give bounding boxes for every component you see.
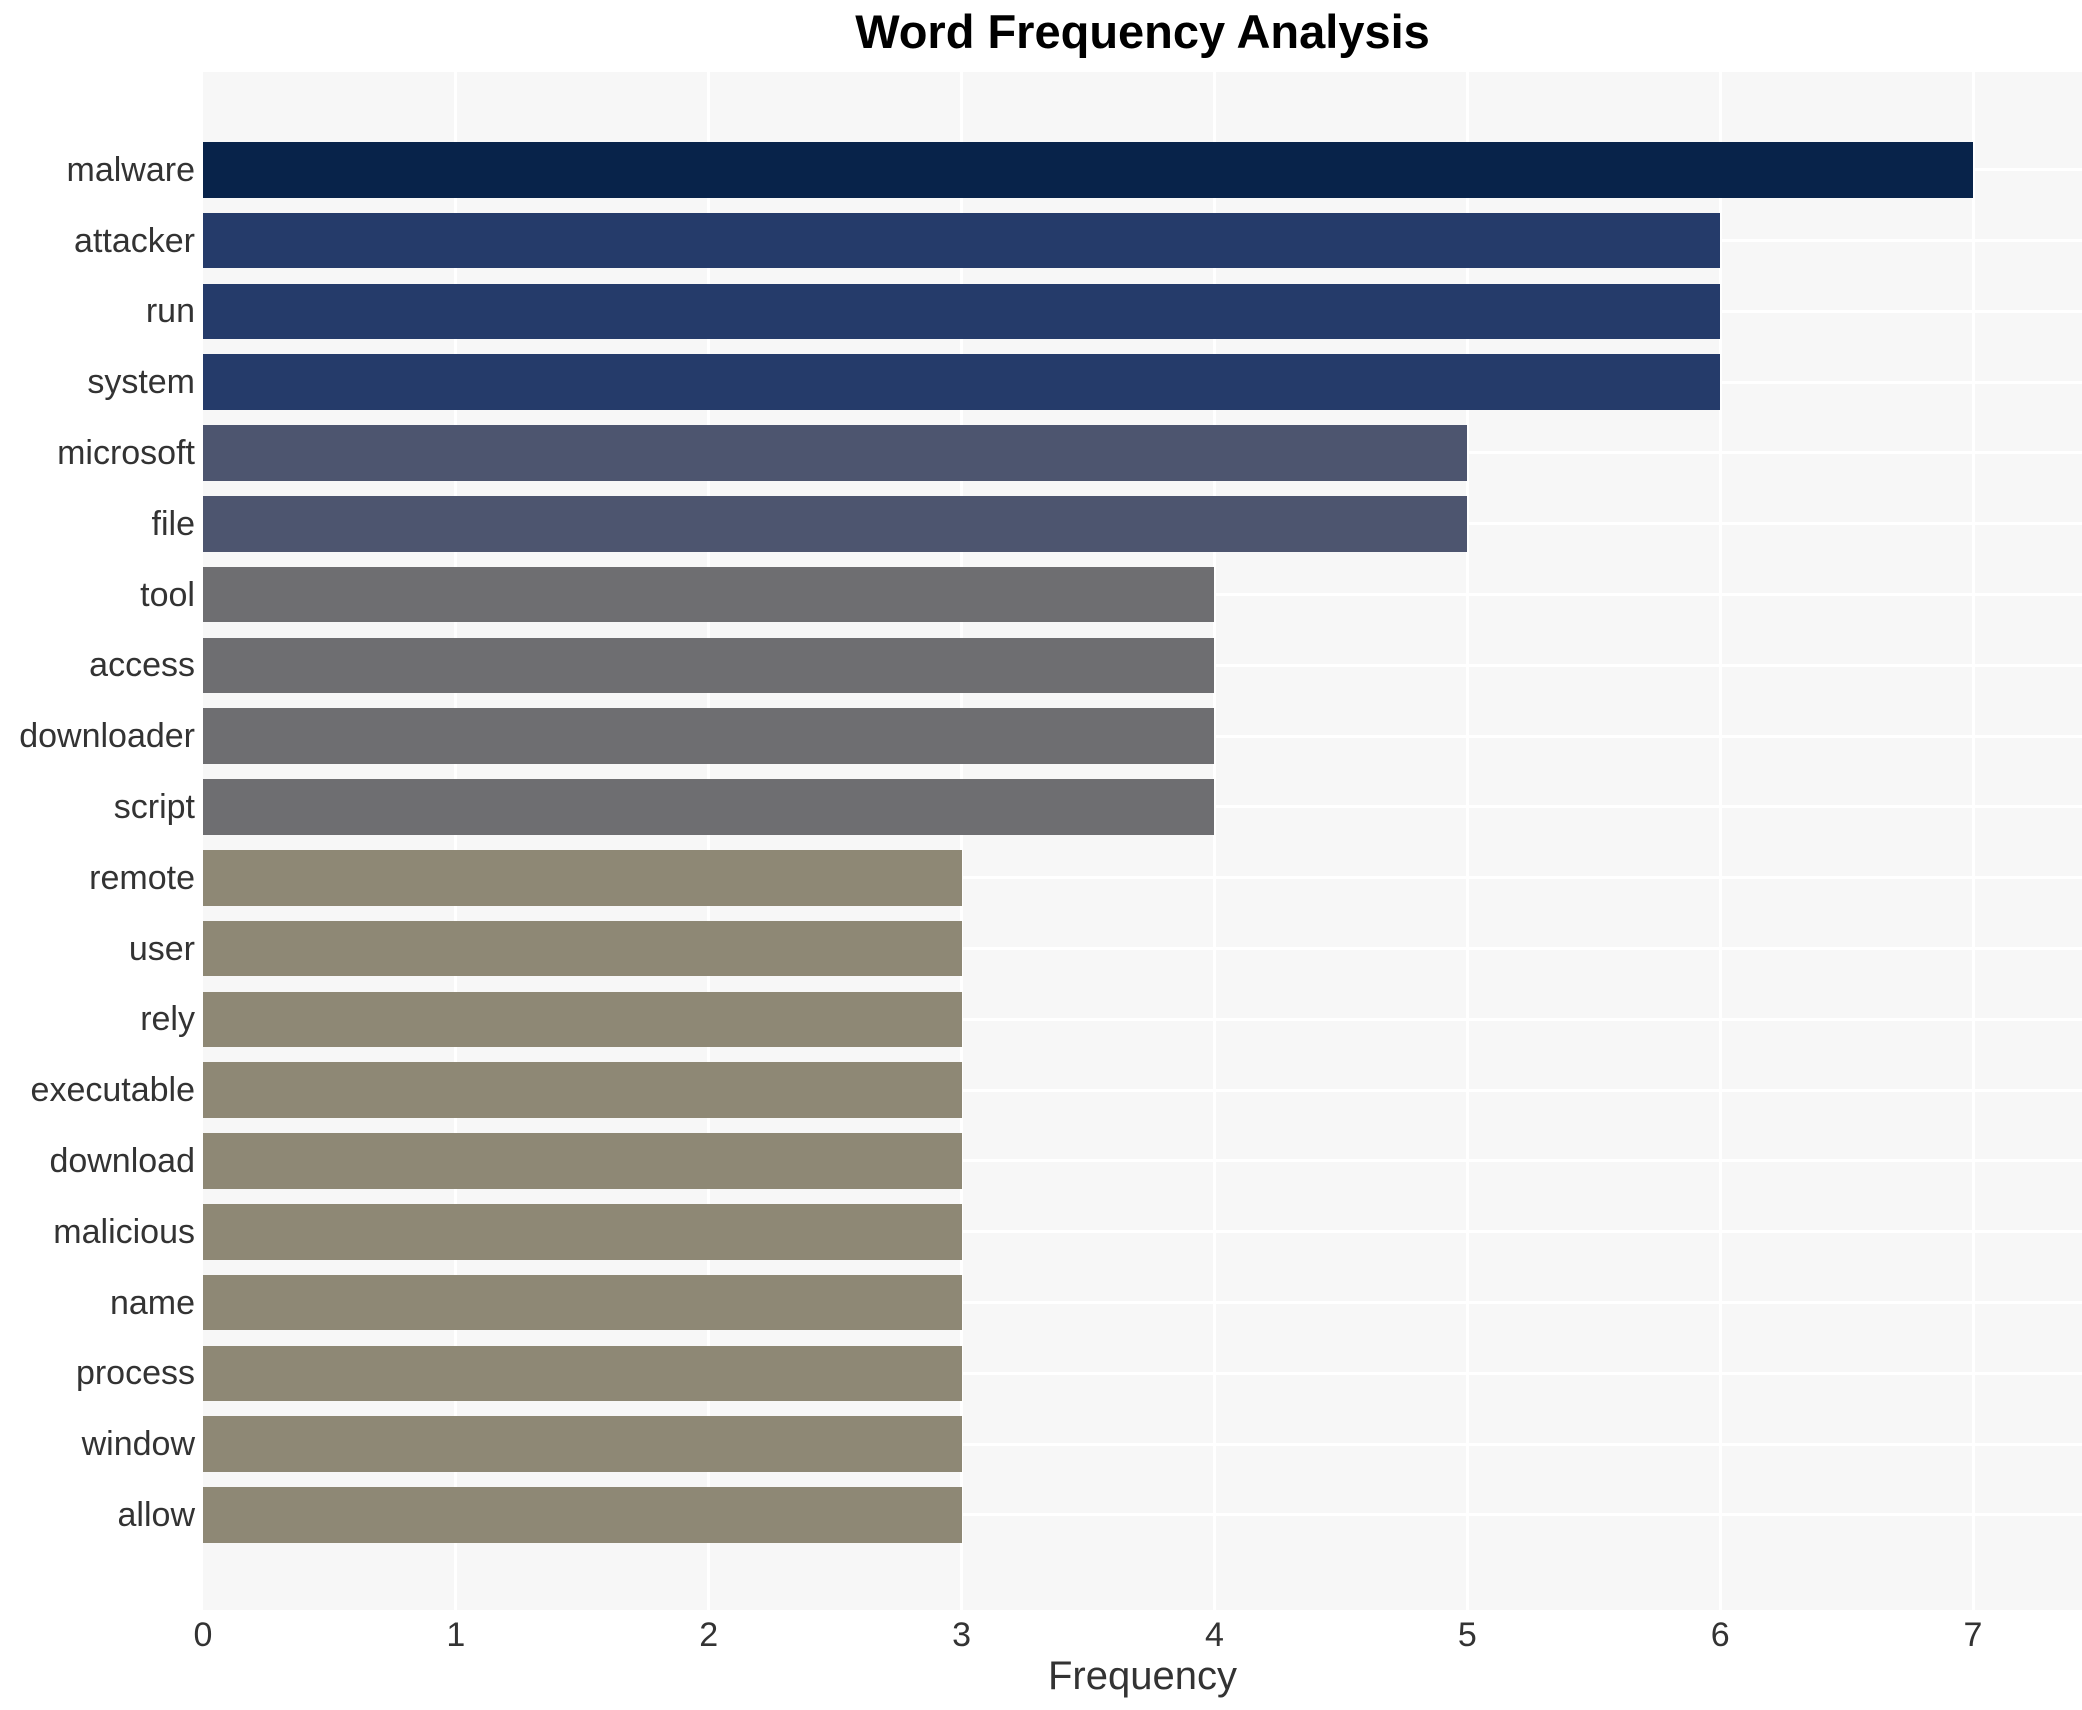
y-tick-label-user: user: [128, 929, 195, 968]
bar-user: [203, 920, 962, 977]
y-tick-label-malicious: malicious: [53, 1212, 195, 1251]
y-tick-label-tool: tool: [140, 575, 195, 614]
x-tick-label-7: 7: [1963, 1616, 1983, 1654]
bar-access: [203, 637, 1215, 694]
x-axis-label: Frequency: [1048, 1654, 1237, 1698]
x-gridline: [960, 72, 964, 1610]
y-tick-label-script: script: [113, 787, 195, 826]
x-tick-label-0: 0: [193, 1616, 213, 1654]
x-tick-label-5: 5: [1457, 1616, 1477, 1654]
y-gridline: [203, 1513, 2082, 1517]
y-gridline: [203, 876, 2082, 880]
bar-downloader: [203, 708, 1215, 764]
y-tick-label-microsoft: microsoft: [57, 433, 195, 472]
y-tick-label-executable: executable: [30, 1071, 195, 1110]
y-tick-label-window: window: [81, 1425, 195, 1464]
y-tick-label-remote: remote: [89, 858, 195, 897]
y-tick-label-attacker: attacker: [74, 221, 195, 260]
bar-rely: [203, 991, 962, 1048]
x-tick-label-6: 6: [1710, 1616, 1730, 1654]
y-gridline: [203, 1017, 2082, 1021]
bar-name: [203, 1274, 962, 1331]
y-tick-label-system: system: [87, 363, 195, 402]
y-tick-label-malware: malware: [66, 150, 195, 189]
bar-process: [203, 1345, 962, 1402]
chart-title: Word Frequency Analysis: [855, 5, 1430, 58]
x-tick-label-2: 2: [699, 1616, 719, 1654]
y-tick-label-file: file: [151, 504, 195, 543]
x-tick-label-3: 3: [952, 1616, 972, 1654]
bar-malicious: [203, 1204, 962, 1260]
bar-system: [203, 354, 1721, 410]
x-axis-ticks: 0 1 2 3 4 5 6 7: [0, 1614, 2082, 1658]
y-gridline: [203, 1088, 2082, 1092]
bar-run: [203, 283, 1721, 340]
y-gridline: [203, 1442, 2082, 1446]
y-gridline: [203, 947, 2082, 951]
x-gridline: [1971, 72, 1975, 1610]
plot-panel: [203, 72, 2082, 1610]
x-gridline: [454, 72, 458, 1610]
x-tick-label-1: 1: [446, 1616, 466, 1654]
y-tick-label-allow: allow: [117, 1495, 195, 1534]
bar-attacker: [203, 212, 1721, 269]
y-gridline: [203, 1230, 2082, 1234]
y-axis-labels: malware attacker run system microsoft file too…: [0, 0, 195, 1710]
y-tick-label-download: download: [49, 1141, 195, 1180]
y-tick-label-run: run: [145, 292, 195, 331]
bar-microsoft: [203, 425, 1468, 481]
x-tick-label-4: 4: [1204, 1616, 1224, 1654]
bar-tool: [203, 566, 1215, 623]
x-gridline: [1212, 72, 1216, 1610]
x-gridline: [707, 72, 711, 1610]
x-gridline: [1718, 72, 1722, 1610]
bar-allow: [203, 1487, 962, 1543]
y-tick-label-process: process: [75, 1354, 195, 1393]
bar-remote: [203, 850, 962, 906]
bar-download: [203, 1133, 962, 1189]
bar-file: [203, 496, 1468, 552]
bar-malware: [203, 142, 1974, 198]
y-tick-label-access: access: [89, 646, 195, 685]
y-tick-label-rely: rely: [140, 1000, 195, 1039]
y-tick-label-name: name: [109, 1283, 195, 1322]
y-gridline: [203, 1301, 2082, 1305]
bar-executable: [203, 1062, 962, 1118]
bar-script: [203, 779, 1215, 835]
y-tick-label-downloader: downloader: [19, 717, 195, 756]
y-gridline: [203, 1159, 2082, 1163]
y-gridline: [203, 1371, 2082, 1375]
x-gridline: [1465, 72, 1469, 1610]
bar-window: [203, 1416, 962, 1472]
